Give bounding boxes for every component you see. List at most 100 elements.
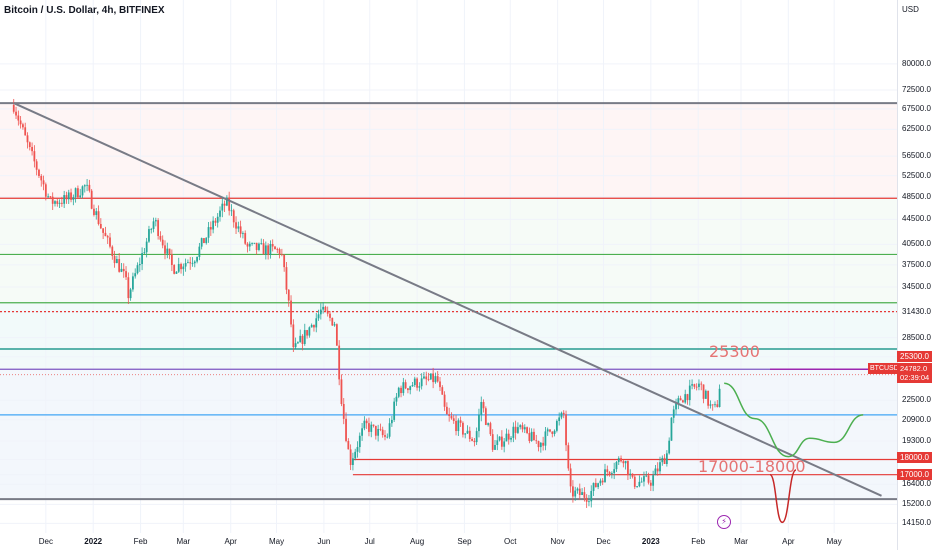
candle bbox=[166, 242, 169, 259]
candle bbox=[487, 422, 490, 427]
candle-body bbox=[581, 492, 583, 496]
candle-body bbox=[118, 259, 121, 272]
time-tick: Feb bbox=[691, 537, 706, 546]
candle bbox=[688, 379, 691, 406]
candle bbox=[239, 220, 242, 238]
candle-body bbox=[668, 440, 671, 454]
candle bbox=[86, 179, 88, 192]
candle bbox=[530, 428, 533, 442]
candle-body bbox=[228, 197, 231, 211]
candle-body bbox=[423, 376, 425, 379]
candle bbox=[198, 242, 201, 261]
candle-body bbox=[154, 220, 157, 222]
candle bbox=[716, 400, 719, 408]
candle-body bbox=[484, 408, 487, 425]
candle-body bbox=[441, 387, 444, 395]
shaded-zones bbox=[0, 103, 897, 500]
candle bbox=[546, 427, 549, 436]
candle bbox=[216, 213, 219, 228]
candle-body bbox=[269, 244, 272, 255]
candle bbox=[276, 247, 279, 254]
candle bbox=[363, 416, 366, 431]
candle bbox=[390, 415, 393, 427]
candle-body bbox=[700, 383, 703, 385]
candle bbox=[675, 398, 677, 415]
candle-body bbox=[189, 262, 192, 264]
candle bbox=[258, 242, 260, 252]
zone-shade bbox=[0, 369, 897, 500]
candle bbox=[610, 471, 613, 479]
candle-body bbox=[198, 246, 201, 257]
candle-body bbox=[58, 202, 61, 204]
candle-body bbox=[400, 387, 402, 394]
price-tick: 72500.0 bbox=[902, 84, 931, 94]
candle-body bbox=[682, 400, 684, 403]
candle-body bbox=[390, 419, 393, 424]
candle-body bbox=[638, 481, 641, 487]
candle bbox=[462, 421, 464, 438]
candle bbox=[99, 218, 102, 230]
candle-body bbox=[31, 146, 33, 152]
candle bbox=[303, 323, 306, 346]
candle-body bbox=[294, 343, 297, 348]
candle bbox=[324, 305, 327, 312]
candle bbox=[267, 243, 270, 260]
candle-body bbox=[12, 105, 15, 112]
candle-body bbox=[308, 327, 311, 336]
candle bbox=[79, 188, 82, 199]
candle-body bbox=[592, 482, 595, 491]
candle-body bbox=[416, 378, 418, 388]
price-tick: 67500.0 bbox=[902, 103, 931, 113]
candle bbox=[111, 245, 114, 260]
candle-body bbox=[60, 202, 63, 204]
flash-icon[interactable]: ⚡ bbox=[717, 515, 731, 529]
candle bbox=[640, 477, 643, 483]
candle bbox=[583, 487, 586, 502]
candle bbox=[290, 295, 292, 328]
candle bbox=[448, 407, 451, 422]
candle bbox=[134, 268, 137, 279]
candle bbox=[58, 199, 61, 208]
candle-body bbox=[480, 402, 483, 415]
candle bbox=[374, 425, 377, 440]
candle-body bbox=[365, 420, 368, 424]
candle bbox=[338, 340, 341, 386]
candle bbox=[555, 419, 558, 433]
candle bbox=[205, 237, 208, 245]
candle-body bbox=[393, 401, 396, 420]
candle-body bbox=[354, 451, 357, 459]
candle-body bbox=[134, 273, 137, 277]
candle-body bbox=[462, 422, 464, 435]
candle-body bbox=[324, 306, 327, 311]
candle-body bbox=[193, 261, 196, 264]
candle bbox=[93, 204, 95, 217]
candle-body bbox=[212, 220, 215, 230]
candle-body bbox=[576, 488, 579, 491]
candle-body bbox=[707, 390, 710, 406]
price-chart[interactable] bbox=[0, 0, 897, 550]
candle-body bbox=[90, 190, 93, 209]
candle bbox=[253, 242, 256, 245]
candle-body bbox=[191, 263, 194, 265]
candle bbox=[125, 266, 127, 281]
candle-body bbox=[306, 330, 308, 336]
candle-body bbox=[292, 324, 295, 348]
candle bbox=[434, 372, 437, 384]
candle bbox=[709, 400, 712, 409]
candle bbox=[333, 321, 336, 327]
candle-body bbox=[569, 468, 572, 487]
candle-body bbox=[670, 417, 673, 441]
candle-body bbox=[370, 424, 373, 432]
price-tick: 80000.0 bbox=[902, 58, 931, 68]
candle bbox=[457, 418, 460, 437]
candle-body bbox=[542, 442, 545, 446]
price-tick: 34500.0 bbox=[902, 281, 931, 291]
time-tick: Apr bbox=[224, 537, 237, 546]
candle-body bbox=[533, 431, 535, 441]
candle-body bbox=[223, 203, 226, 206]
candle bbox=[574, 486, 577, 501]
candle-body bbox=[686, 394, 689, 401]
candle bbox=[700, 381, 703, 391]
candle-body bbox=[125, 271, 127, 278]
gridlines bbox=[0, 0, 897, 533]
